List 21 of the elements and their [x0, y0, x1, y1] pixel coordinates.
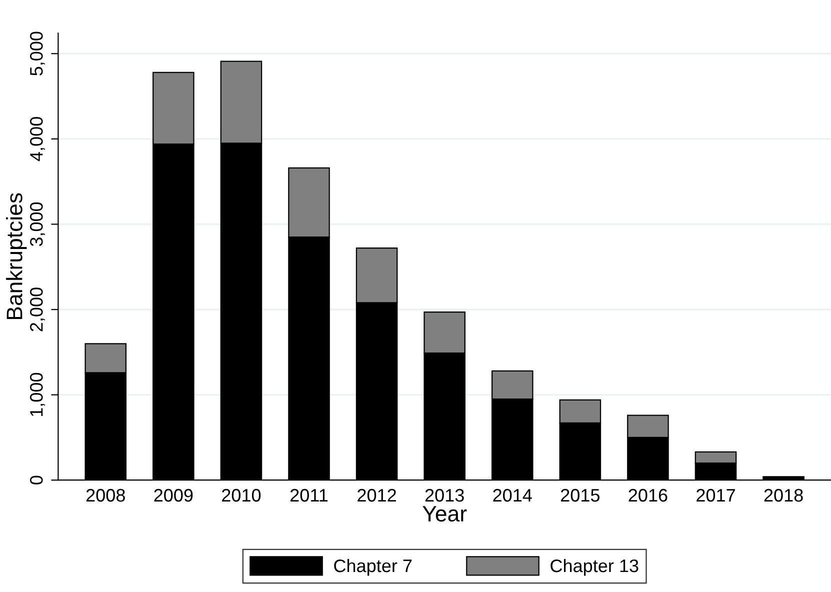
y-tick-label: 3,000: [30, 202, 45, 246]
x-tick-label: 2014: [493, 488, 532, 502]
legend-label: Chapter 13: [550, 558, 638, 576]
x-tick-label: 2011: [290, 488, 328, 502]
x-tick-label: 2013: [425, 488, 464, 502]
y-tick-label: 4,000: [30, 117, 45, 162]
y-tick-label: 1,000: [30, 372, 45, 416]
x-tick-label: 2010: [222, 488, 261, 502]
x-tick-label: 2016: [628, 488, 668, 502]
x-tick-label: 2009: [154, 488, 193, 502]
x-tick-label: 2017: [696, 488, 735, 502]
y-axis-title: Bankruptcies: [6, 193, 27, 320]
legend-label: Chapter 7: [334, 558, 412, 576]
x-tick-label: 2018: [764, 488, 803, 502]
x-tick-label: 2008: [86, 488, 125, 502]
y-tick-label: 0: [30, 476, 43, 484]
x-tick-label: 2012: [358, 488, 396, 502]
x-tick-label: 2015: [560, 488, 600, 502]
x-axis-title: Year: [422, 506, 467, 522]
y-tick-label: 5,000: [30, 32, 45, 76]
y-tick-label: 2,000: [30, 288, 45, 332]
